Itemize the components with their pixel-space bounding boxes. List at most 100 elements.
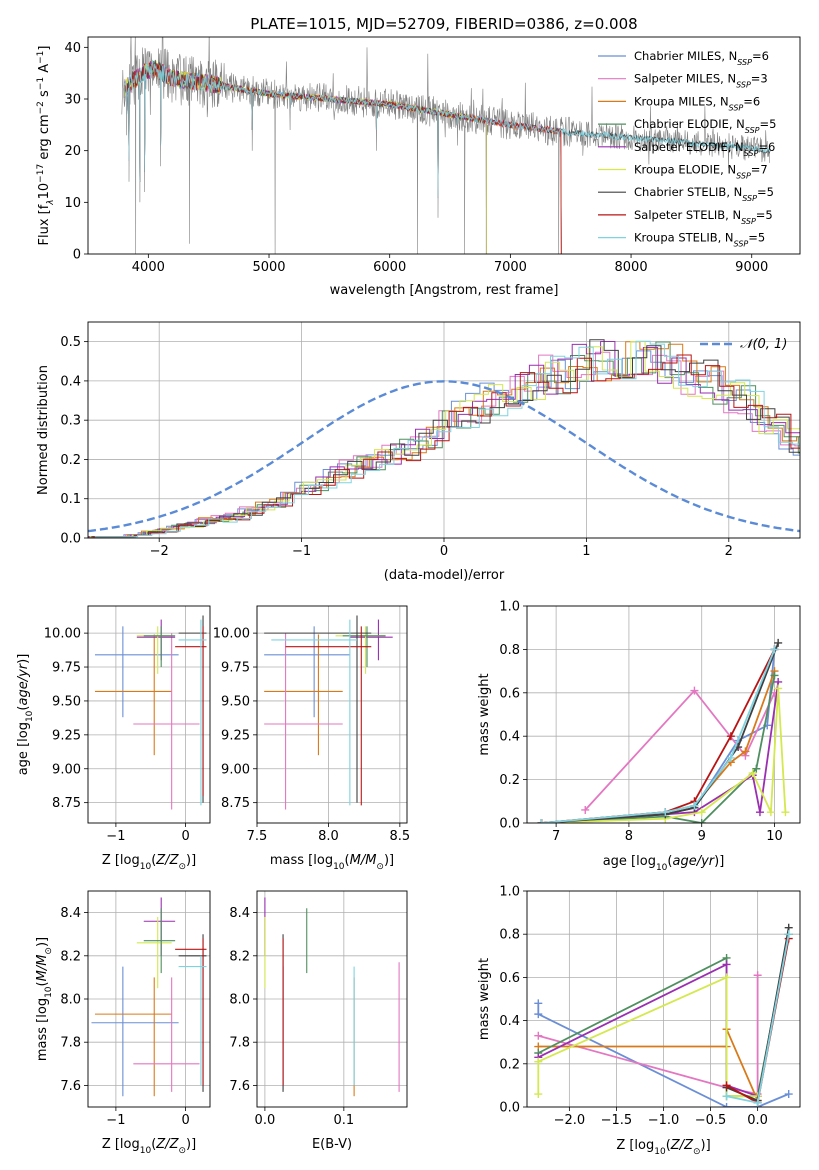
series-point [726,732,735,741]
spectrum-model-line [123,59,771,198]
legend-sub: SSP [736,80,751,89]
label-part: −2 [36,101,46,114]
series-point [748,769,757,778]
series-line [584,689,776,811]
x-tick-label: 7 [552,829,560,844]
x-tick-label: 7.5 [247,829,268,844]
label-part: 10 [656,863,668,873]
y-tick-label: 0.0 [499,817,520,832]
label-part: ( [35,981,50,986]
legend-count: =6 [758,140,775,154]
legend-name: Chabrier MILES, N [634,49,737,63]
series-point [722,960,731,969]
plot-area [537,638,790,823]
axes-border [87,605,211,824]
label-part: −1 [36,51,46,64]
legend-entry: Kroupa ELODIE, NSSP=7 [634,163,768,181]
x-tick-label: 6000 [373,260,406,275]
legend-entry: Salpeter MILES, NSSP=3 [634,72,768,90]
y-tick-label: 0 [73,248,81,263]
label-part: ] [37,46,52,51]
y-tick-label: 8.0 [229,993,250,1008]
age-vs-mass-axes: 7.5 8.0 8.5 8.75 9.00 9.25 9.50 9.75 10.00 mass [… [213,605,411,872]
x-tick-label: −1 [292,544,311,559]
x-axis-label: Z [log10(Z/Z⊙)] [102,853,196,872]
y-tick-label: 10.00 [44,627,81,642]
y-axis-label: Normed distribution [36,365,51,495]
y-axis-label: age [log10(age/yr)] [16,654,35,776]
axes-border [87,890,211,1108]
legend-name: Chabrier ELODIE, N [634,117,745,131]
axes-frame: 0.0 0.1 7.6 7.8 8.0 8.2 8.4 E(B-V) [229,890,408,1152]
series-point [722,1092,731,1101]
y-tick-label: 0.4 [499,1014,520,1029]
label-part: 10 [25,710,35,722]
x-tick-label: 1 [582,544,590,559]
series-line [541,675,776,823]
x-axis-label: E(B-V) [312,1137,352,1152]
y-tick-label: 7.8 [229,1036,250,1051]
x-tick-label: 8.5 [390,829,411,844]
plot-area [264,615,393,810]
series-point [537,819,546,823]
label-part: )] [714,854,724,869]
y-tick-label: 0.1 [60,492,81,507]
label-part: ( [667,854,672,869]
label-part: A [37,64,52,77]
axes-border [87,321,801,539]
label-part: age [log [16,722,31,775]
series-point [741,747,750,756]
y-tick-label: 0.6 [499,686,520,701]
series-point [781,808,790,817]
label-part: M/M [350,853,377,868]
label-part: 10 [654,1147,666,1157]
histogram-axes: −2 −1 0 1 2 0.0 0.1 0.2 0.3 0.4 0.5 𝒩(0, 1) (data-mo… [36,321,801,583]
spectrum-axes: 4000 5000 6000 7000 8000 9000 0 10 20 30 40 wavelen… [36,36,801,298]
label-part: −1 [36,77,46,90]
x-tick-label: 8000 [615,260,648,275]
label-part: erg cm [37,114,52,163]
x-tick-label: 7000 [494,260,527,275]
label-part: age [log [603,854,656,869]
label-part: ( [345,853,350,868]
y-tick-label: 30 [64,93,81,108]
axes-border [87,36,801,255]
series-point [766,808,775,817]
spectrum-model-line [123,60,487,254]
histogram-step [91,339,800,538]
legend: Chabrier MILES, N SSP =6 Salpeter MILES, NS… [598,49,776,248]
legend-entry: Chabrier STELIB, NSSP=5 [634,185,774,203]
x-axis-label: age [log10(age/yr)] [603,854,725,873]
legend-entry: Kroupa STELIB, NSSP=5 [634,231,765,249]
y-tick-label: 0.4 [60,374,81,389]
series-point [752,764,761,773]
series-point [784,930,793,939]
series-point [581,805,590,814]
axes-border [256,890,408,1108]
label-part: ⊙ [44,947,54,955]
x-tick-label: −2.0 [554,1113,586,1128]
y-tick-label: 9.50 [221,694,250,709]
y-tick-label: 8.75 [52,796,81,811]
x-tick-label: 9 [698,829,706,844]
x-tick-label: 8.0 [318,829,339,844]
legend-entry: Salpeter ELODIE, NSSP=6 [634,140,775,158]
y-axis-label: Flux [fλ10−17 erg cm−2 s−1 A−1] [36,46,56,246]
series-point [753,971,762,980]
y-tick-label: 0.4 [499,730,520,745]
series-line [538,975,759,1096]
series-point [690,801,699,810]
label-part: ⊙ [178,1146,186,1156]
label-part: ( [151,853,156,868]
plot-area [264,897,400,1097]
legend-sub: SSP [734,239,749,248]
y-tick-label: 8.0 [60,993,81,1008]
legend-sub: SSP [741,216,756,225]
x-tick-label: 5000 [252,260,285,275]
series-point [726,753,735,762]
plot-area [91,897,207,1097]
legend-count: =6 [743,94,760,108]
y-tick-label: 7.6 [229,1079,250,1094]
y-tick-label: 8.2 [229,949,250,964]
